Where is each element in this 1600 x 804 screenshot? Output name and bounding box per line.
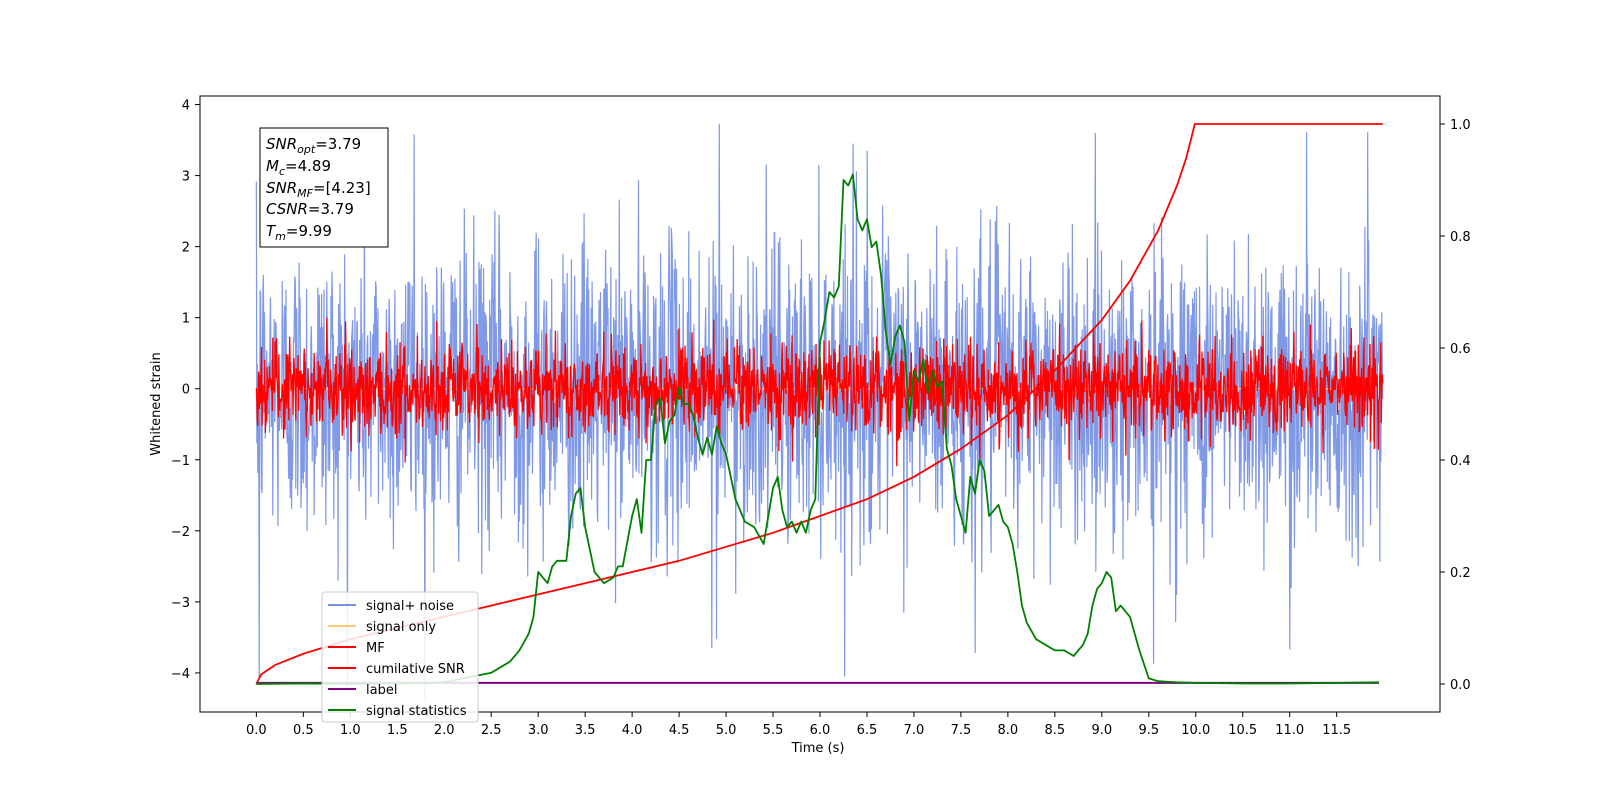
x-tick-label: 8.0 (998, 723, 1019, 738)
annotation-snr-mf: SNRMF=[4.23] (266, 179, 371, 200)
x-axis: 0.0 0.5 1.0 1.5 2.0 2.5 3.0 3.5 4.0 4.5 5.0 5.5 6.0 6… (246, 712, 1351, 738)
x-tick-label: 3.0 (528, 723, 549, 738)
x-tick-label: 4.5 (669, 723, 690, 738)
legend-frame (321, 591, 479, 723)
x-tick-label: 1.0 (340, 723, 361, 738)
y-tick-label: −1 (171, 454, 190, 469)
y2-tick-label: 0.6 (1450, 342, 1471, 357)
legend-label-mf: MF (366, 641, 385, 656)
x-tick-label: 0.5 (293, 723, 314, 738)
x-axis-label: Time (s) (791, 741, 845, 756)
y2-tick-label: 0.0 (1450, 678, 1471, 693)
x-tick-label: 11.0 (1275, 723, 1304, 738)
legend-label-cumulative-snr: cumilative SNR (366, 662, 465, 677)
legend-item-cumulative-snr: cumilative SNR (328, 662, 465, 677)
info-box-frame (259, 127, 389, 248)
legend-item-signal-only: signal only (328, 620, 436, 635)
y2-tick-label: 1.0 (1450, 118, 1471, 133)
legend: signal+ noise signal only MF cumilative … (321, 591, 479, 723)
y-tick-label: 3 (182, 170, 190, 185)
x-tick-label: 10.0 (1181, 723, 1210, 738)
y2-tick-label: 0.2 (1450, 566, 1471, 581)
y-axis-right: 0.0 0.2 0.4 0.6 0.8 1.0 (1440, 118, 1471, 693)
annotation-tm: Tm=9.99 (266, 222, 332, 243)
annotation-mc: Mc=4.89 (266, 157, 331, 178)
x-tick-label: 5.5 (763, 723, 784, 738)
legend-item-mf: MF (328, 641, 385, 656)
annotation-csnr: CSNR=3.79 (266, 200, 354, 218)
x-tick-label: 2.5 (481, 723, 502, 738)
legend-item-signal-statistics: signal statistics (328, 704, 467, 719)
x-tick-label: 7.0 (904, 723, 925, 738)
y-tick-label: 0 (182, 383, 190, 398)
x-tick-label: 1.5 (387, 723, 408, 738)
y-tick-label: −4 (171, 667, 190, 682)
y-tick-label: 2 (182, 241, 190, 256)
legend-label-signal-noise: signal+ noise (366, 599, 454, 614)
y-tick-label: 4 (182, 99, 190, 114)
y-tick-label: 1 (182, 312, 190, 327)
y2-tick-label: 0.8 (1450, 230, 1471, 245)
x-tick-label: 5.0 (716, 723, 737, 738)
legend-label-signal-only: signal only (366, 620, 436, 635)
info-box: SNRopt=3.79 Mc=4.89 SNRMF=[4.23] CSNR=3.… (259, 127, 389, 248)
x-tick-label: 6.5 (857, 723, 878, 738)
legend-label-label: label (366, 683, 397, 698)
y-axis-label: Whitened strain (149, 352, 164, 455)
x-tick-label: 8.5 (1045, 723, 1066, 738)
legend-label-signal-statistics: signal statistics (366, 704, 467, 719)
x-tick-label: 2.0 (434, 723, 455, 738)
series-mf (255, 317, 1384, 467)
legend-item-label: label (328, 683, 397, 698)
x-tick-label: 3.5 (575, 723, 596, 738)
x-tick-label: 6.0 (810, 723, 831, 738)
x-tick-label: 11.5 (1322, 723, 1351, 738)
y2-tick-label: 0.4 (1450, 454, 1471, 469)
legend-item-signal-noise: signal+ noise (328, 599, 454, 614)
x-tick-label: 0.0 (246, 723, 267, 738)
x-tick-label: 9.0 (1091, 723, 1112, 738)
x-tick-label: 9.5 (1138, 723, 1159, 738)
x-tick-label: 7.5 (951, 723, 972, 738)
annotation-snr-opt: SNRopt=3.79 (266, 135, 361, 156)
x-tick-label: 10.5 (1228, 723, 1257, 738)
y-axis-left: −4 −3 −2 −1 0 1 2 3 4 (171, 99, 200, 682)
x-tick-label: 4.0 (622, 723, 643, 738)
series-signal-statistics (256, 173, 1379, 685)
y-tick-label: −2 (171, 525, 190, 540)
y-tick-label: −3 (171, 596, 190, 611)
